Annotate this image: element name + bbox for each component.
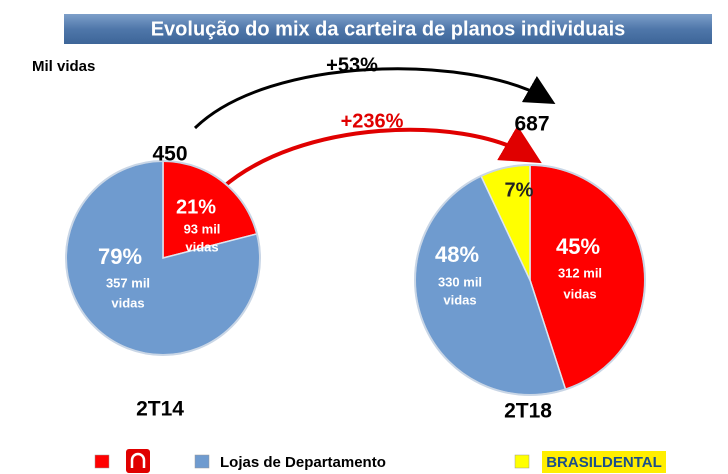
slice-detail: vidas [443, 292, 476, 307]
brand-logo [126, 449, 150, 473]
growth-label: +53% [326, 54, 378, 76]
legend-label: Lojas de Departamento [220, 454, 386, 471]
arrow [220, 125, 542, 190]
slice-label: 7% [505, 179, 534, 201]
legend-swatch [514, 454, 530, 469]
unit-label: Mil vidas [32, 58, 95, 75]
pie-rim [65, 160, 261, 356]
slice-label: 21% [176, 196, 216, 218]
title-bar [64, 14, 712, 44]
pie-rim [414, 164, 646, 396]
slice-detail: vidas [563, 286, 596, 301]
slice-label: 45% [556, 234, 600, 259]
pie-total: 687 [514, 113, 549, 136]
pie-total: 450 [152, 143, 187, 166]
slice-detail: 330 mil [438, 274, 482, 289]
slice-detail: vidas [111, 295, 144, 310]
legend: Lojas de Departamento BRASILDENTAL [94, 449, 666, 473]
legend-swatch [94, 454, 110, 469]
slice-label: 79% [98, 244, 142, 269]
brand-box [542, 451, 666, 473]
legend-swatch [194, 454, 210, 469]
legend-label: BRASILDENTAL [546, 454, 662, 471]
growth-label: +236% [341, 110, 404, 132]
pie-title: 2T18 [504, 400, 552, 423]
brand-logo-mark [130, 452, 146, 468]
title: Evolução do mix da carteira de planos in… [151, 18, 626, 40]
pie-title: 2T14 [136, 398, 184, 421]
slice-detail: 93 mil [184, 221, 221, 236]
slice-detail: 357 mil [106, 275, 150, 290]
slice-detail: 312 mil [558, 265, 602, 280]
arrow [193, 67, 556, 130]
slice-label: 48% [435, 242, 479, 267]
slice-detail: vidas [185, 239, 218, 254]
